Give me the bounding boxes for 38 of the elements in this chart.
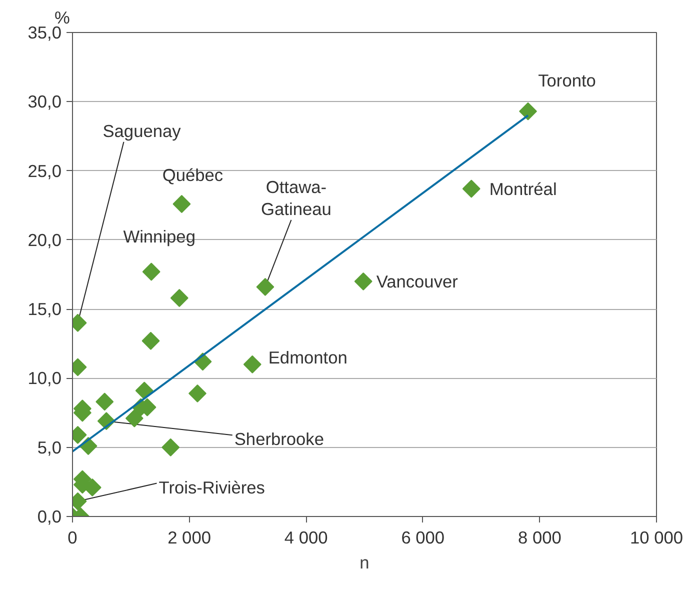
point: [243, 355, 262, 374]
point: [462, 180, 480, 198]
annotation: Winnipeg: [123, 226, 196, 247]
annotation: Montréal: [489, 178, 557, 199]
annotation: Québec: [162, 164, 224, 185]
point: [188, 384, 206, 402]
y-tick-label: 30,0: [28, 92, 62, 112]
annotation: Edmonton: [268, 347, 348, 368]
y-tick-label: 15,0: [28, 299, 62, 320]
point: [142, 332, 160, 350]
point: [172, 194, 191, 213]
y-tick-label: 20,0: [28, 230, 62, 250]
x-tick-label: 0: [68, 528, 78, 548]
x-tick-label: 8 000: [518, 528, 562, 548]
y-tick-label: 25,0: [28, 160, 62, 181]
point: [162, 438, 180, 456]
annotation: Ottawa- Gatineau: [261, 176, 332, 219]
point: [256, 278, 274, 296]
annotation: Saguenay: [102, 120, 182, 141]
point: [142, 262, 160, 281]
annotation: Toronto: [538, 70, 596, 90]
annotation: Vancouver: [376, 271, 458, 292]
x-tick-label: 4 000: [284, 528, 328, 548]
annotation: Trois-Rivières: [158, 477, 266, 498]
annotation: Sherbrooke: [234, 429, 324, 450]
x-tick-label: 2 000: [168, 528, 211, 548]
point: [135, 382, 154, 400]
x-tick-label: 6 000: [401, 528, 445, 548]
point: [354, 272, 372, 290]
x-tick-label: 10 000: [630, 528, 683, 548]
y-tick-label: 0,0: [37, 506, 62, 526]
point: [519, 102, 538, 120]
x-axis-title: n: [360, 552, 370, 572]
y-tick-label: 5,0: [37, 437, 62, 458]
point: [170, 289, 188, 307]
point: [96, 392, 114, 411]
y-tick-label: 10,0: [28, 368, 62, 388]
point: [125, 409, 144, 428]
